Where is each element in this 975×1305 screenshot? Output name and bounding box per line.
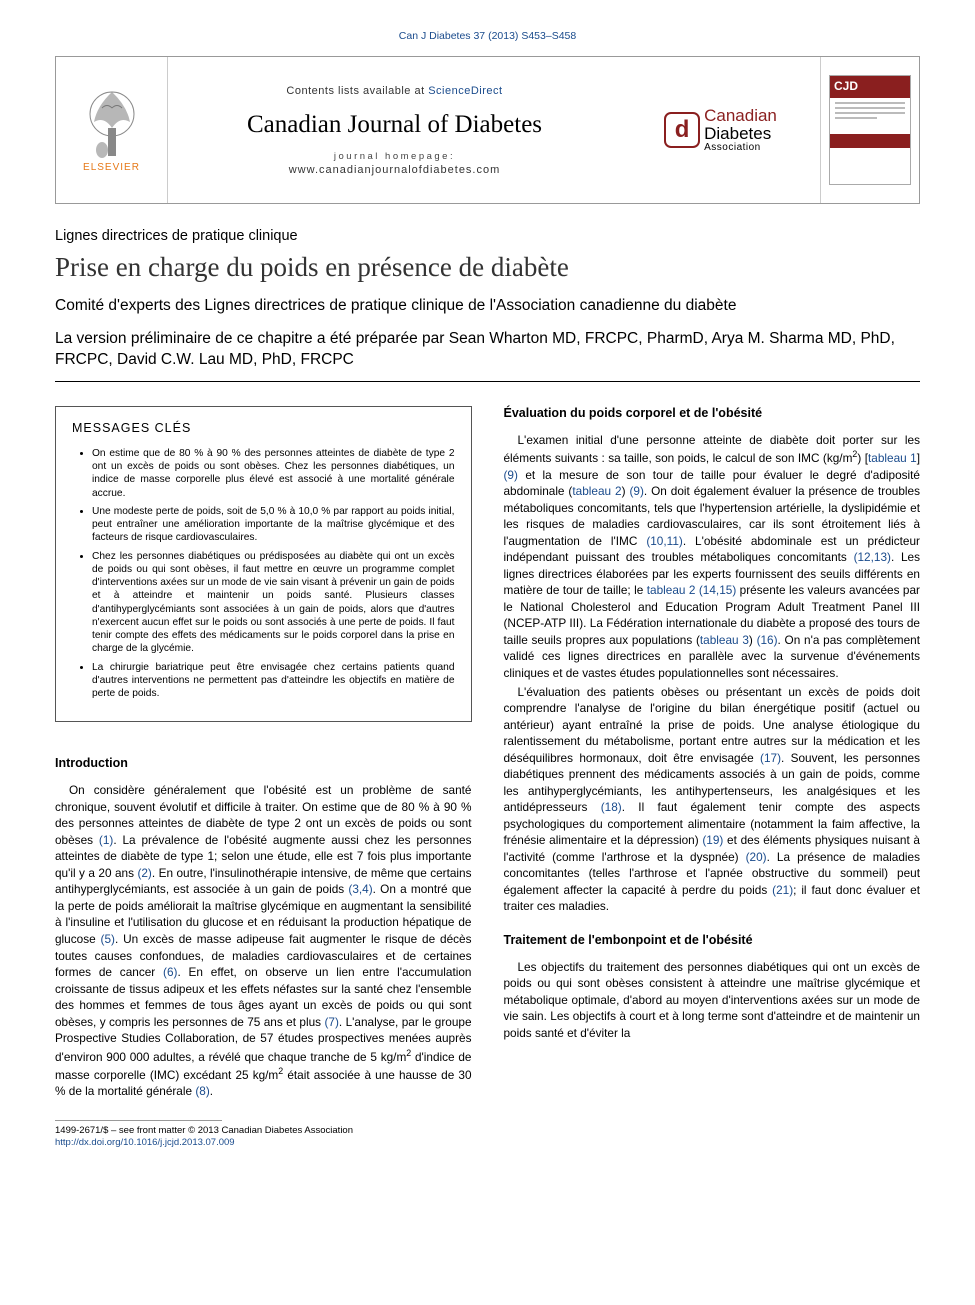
cda-line2: Diabetes <box>704 125 777 143</box>
cda-d-icon: d <box>664 112 700 148</box>
key-messages-box: MESSAGES CLÉS On estime que de 80 % à 90… <box>55 406 472 723</box>
journal-cover-thumbnail: CJD <box>829 75 911 185</box>
ref-link[interactable]: (20) <box>746 850 767 864</box>
article-title: Prise en charge du poids en présence de … <box>55 252 920 283</box>
evaluation-paragraph-2: L'évaluation des patients obèses ou prés… <box>504 684 921 915</box>
cover-decorative-lines <box>835 102 905 122</box>
key-messages-list: On estime que de 80 % à 90 % des personn… <box>72 447 455 701</box>
ref-link[interactable]: (14,15) <box>695 583 736 597</box>
doi-link[interactable]: http://dx.doi.org/10.1016/j.jcjd.2013.07… <box>55 1137 472 1149</box>
intro-heading: Introduction <box>55 756 472 770</box>
issn-line: 1499-2671/$ – see front matter © 2013 Ca… <box>55 1125 472 1137</box>
contents-prefix: Contents lists available at <box>286 85 428 97</box>
ref-link[interactable]: (9) <box>629 484 643 498</box>
table-link[interactable]: tableau 3 <box>700 633 749 647</box>
ref-link[interactable]: (6) <box>163 965 177 979</box>
ref-link[interactable]: (9) <box>504 468 518 482</box>
elsevier-logo-block: ELSEVIER <box>56 57 168 203</box>
cda-line3: Association <box>704 143 777 154</box>
treatment-heading: Traitement de l'embonpoint et de l'obési… <box>504 933 921 947</box>
ref-link[interactable]: (17) <box>760 751 781 765</box>
sciencedirect-link[interactable]: ScienceDirect <box>428 85 502 97</box>
cda-text: Canadian Diabetes Association <box>704 107 777 153</box>
ref-link[interactable]: (7) <box>324 1015 338 1029</box>
key-message-item: Une modeste perte de poids, soit de 5,0 … <box>92 505 455 545</box>
ref-link[interactable]: (1) <box>99 833 113 847</box>
citation-line: Can J Diabetes 37 (2013) S453–S458 <box>55 30 920 42</box>
footer-rule <box>55 1120 222 1121</box>
evaluation-heading: Évaluation du poids corporel et de l'obé… <box>504 406 921 420</box>
key-messages-title: MESSAGES CLÉS <box>72 421 455 435</box>
committee-line: Comité d'experts des Lignes directrices … <box>55 297 920 315</box>
ref-link[interactable]: (2) <box>137 866 151 880</box>
cover-red-band <box>830 134 910 148</box>
text-run: . <box>210 1084 213 1098</box>
title-rule <box>55 381 920 382</box>
ref-link[interactable]: (12,13) <box>854 550 891 564</box>
ref-link[interactable]: (18) <box>601 800 622 814</box>
two-column-body: MESSAGES CLÉS On estime que de 80 % à 90… <box>55 406 920 1150</box>
authors-line: La version préliminaire de ce chapitre a… <box>55 329 920 371</box>
evaluation-paragraph-1: L'examen initial d'une personne atteinte… <box>504 432 921 682</box>
table-link[interactable]: tableau 2 <box>572 484 621 498</box>
table-link[interactable]: tableau 2 <box>647 583 696 597</box>
contents-available-line: Contents lists available at ScienceDirec… <box>178 85 611 97</box>
left-column: MESSAGES CLÉS On estime que de 80 % à 90… <box>55 406 472 1150</box>
text-run: ) [ <box>857 451 868 465</box>
text-run: ) <box>749 633 757 647</box>
ref-link[interactable]: (10,11) <box>646 534 683 548</box>
cda-line1: Canadian <box>704 107 777 125</box>
treatment-paragraph: Les objectifs du traitement des personne… <box>504 959 921 1042</box>
right-column: Évaluation du poids corporel et de l'obé… <box>504 406 921 1150</box>
elsevier-tree-icon <box>82 88 142 160</box>
section-label: Lignes directrices de pratique clinique <box>55 228 920 244</box>
ref-link[interactable]: (19) <box>702 833 723 847</box>
cda-logo-block: d Canadian Diabetes Association <box>621 57 821 203</box>
table-link[interactable]: tableau 1 <box>868 451 917 465</box>
footer-copyright: 1499-2671/$ – see front matter © 2013 Ca… <box>55 1125 472 1150</box>
cover-abbrev: CJD <box>830 76 910 98</box>
homepage-label: journal homepage: <box>178 151 611 162</box>
ref-link[interactable]: (16) <box>757 633 778 647</box>
journal-header: ELSEVIER Contents lists available at Sci… <box>55 56 920 204</box>
key-message-item: Chez les personnes diabétiques ou prédis… <box>92 550 455 656</box>
ref-link[interactable]: (8) <box>195 1084 209 1098</box>
ref-link[interactable]: (3,4) <box>348 882 372 896</box>
cda-logo: d Canadian Diabetes Association <box>664 107 777 153</box>
journal-cover-block: CJD <box>821 57 919 203</box>
journal-info: Contents lists available at ScienceDirec… <box>168 57 621 203</box>
elsevier-label: ELSEVIER <box>83 162 140 173</box>
ref-link[interactable]: (5) <box>101 932 115 946</box>
journal-name: Canadian Journal of Diabetes <box>178 111 611 139</box>
intro-paragraph: On considère généralement que l'obésité … <box>55 782 472 1100</box>
homepage-url[interactable]: www.canadianjournalofdiabetes.com <box>178 164 611 176</box>
text-run: ] <box>917 451 920 465</box>
key-message-item: On estime que de 80 % à 90 % des personn… <box>92 447 455 500</box>
key-message-item: La chirurgie bariatrique peut être envis… <box>92 661 455 701</box>
ref-link[interactable]: (21) <box>772 883 793 897</box>
